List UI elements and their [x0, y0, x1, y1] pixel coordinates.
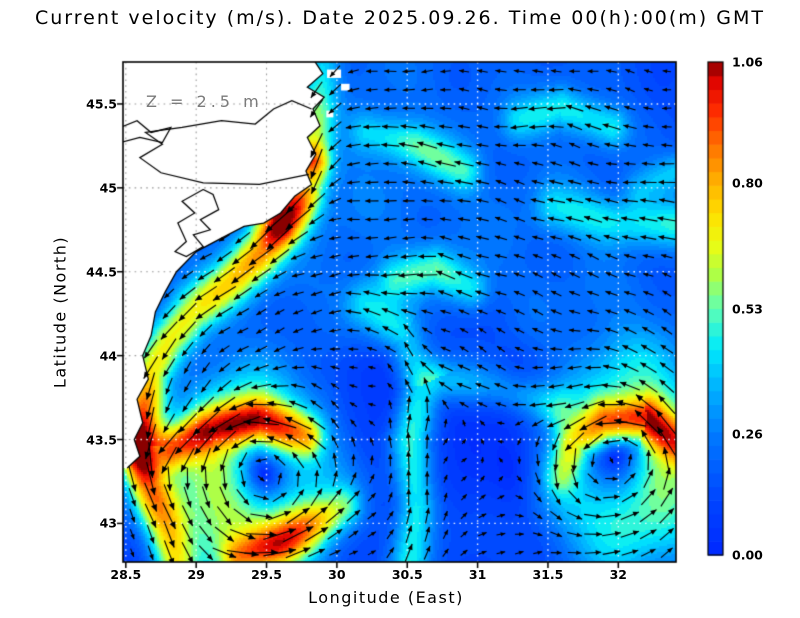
colorbar-tick-label: 0.53 [732, 301, 763, 316]
x-tick-label: 30 [328, 567, 346, 582]
x-tick-label: 32 [609, 567, 627, 582]
y-axis-label: Latitude (North) [50, 235, 70, 389]
colorbar-tick-label: 0.26 [732, 426, 763, 442]
colorbar-tick-label: 1.06 [732, 54, 763, 70]
y-tick-label: 45.5 [86, 96, 117, 112]
x-tick-label: 30.5 [391, 567, 423, 582]
x-axis-label: Longitude (East) [308, 588, 464, 607]
chart-title: Current velocity (m/s). Date 2025.09.26.… [35, 7, 765, 29]
colorbar-tick-label: 0.80 [732, 175, 763, 191]
y-tick-label: 45 [99, 180, 117, 196]
y-tick-label: 44 [99, 348, 117, 364]
colorbar-tick-label: 0.00 [732, 547, 763, 563]
x-tick-label: 31 [468, 567, 487, 582]
x-tick-label: 28.5 [110, 567, 142, 582]
y-tick-label: 43.5 [86, 432, 117, 448]
x-tick-label: 31.5 [532, 567, 564, 582]
y-tick-label: 44.5 [86, 264, 117, 280]
y-tick-label: 43 [99, 515, 117, 531]
x-tick-label: 29 [187, 567, 205, 582]
x-tick-label: 29.5 [251, 567, 282, 582]
depth-annotation: Z = 2.5 m [146, 92, 263, 111]
